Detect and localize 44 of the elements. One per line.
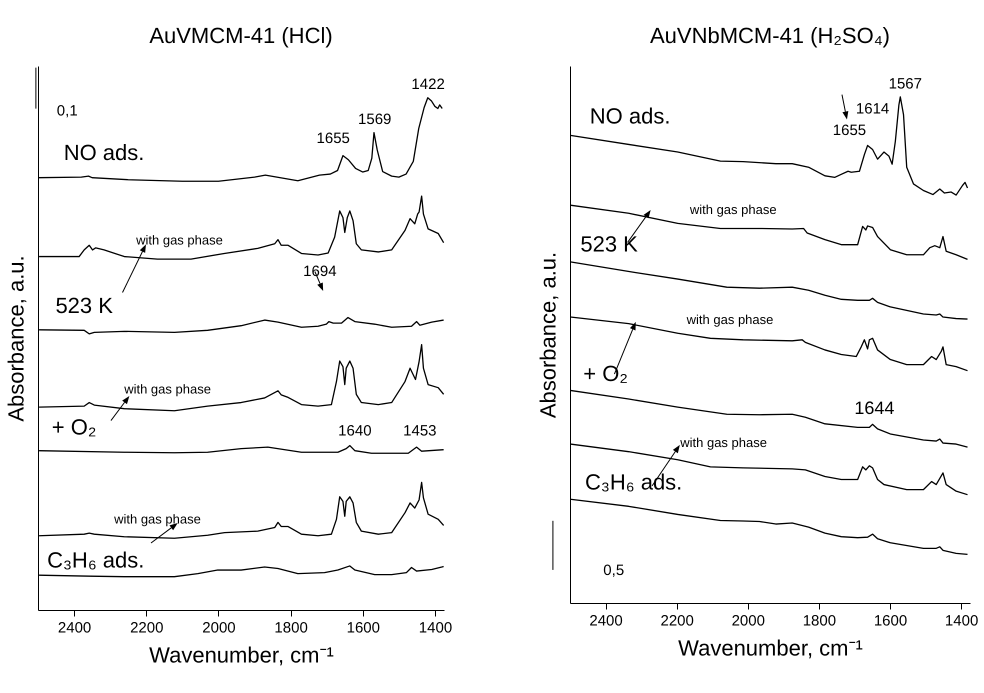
- annotation: with gas phase: [113, 511, 201, 526]
- x-tick-label: 2400: [589, 612, 623, 630]
- x-tick-label: 1600: [874, 612, 908, 630]
- annotation: 1644: [854, 398, 894, 418]
- annotation: NO ads.: [64, 140, 144, 166]
- x-tick-label: 1400: [418, 620, 452, 636]
- chart-title: AuVMCM-41 (HCl): [149, 23, 333, 48]
- x-tick-label: 2400: [58, 620, 92, 636]
- chart-title: AuVNbMCM-41 (H₂SO₄): [650, 23, 890, 48]
- annotation: C₃H₆ ads.: [584, 470, 682, 495]
- x-tick-label: 1400: [944, 612, 978, 630]
- x-axis-title: Wavenumber, cm⁻¹: [149, 642, 334, 668]
- annotation: 1569: [358, 110, 392, 128]
- x-tick-label: 2200: [660, 612, 694, 630]
- text: 1422: [411, 76, 445, 93]
- annotation: with gas phase: [135, 232, 223, 248]
- x-axis-title: Wavenumber, cm⁻¹: [678, 636, 863, 660]
- annotation: 1655: [316, 130, 350, 148]
- y-axis-title: Absorbance, a.u.: [4, 255, 28, 422]
- x-tick-label: 2000: [732, 612, 765, 630]
- x-tick-label: 2200: [130, 620, 164, 636]
- x-tick-label: 2000: [202, 620, 236, 636]
- annotation: 0,5: [603, 562, 624, 580]
- x-tick-label: 1600: [346, 620, 380, 636]
- annotation: + O₂: [583, 361, 628, 386]
- annotation: 1453: [403, 422, 437, 440]
- annotation: 523 K: [55, 293, 114, 318]
- annotation: NO ads.: [590, 104, 670, 129]
- annotation: with gas phase: [686, 312, 774, 328]
- text: 1567: [888, 76, 922, 93]
- annotation: with gas phase: [679, 435, 767, 450]
- annotation: C₃H₆ ads.: [47, 547, 144, 572]
- annotation: 1614: [856, 100, 890, 118]
- x-tick-label: 1800: [274, 620, 308, 636]
- annotation: 1655: [832, 122, 866, 139]
- annotation: 523 K: [580, 232, 638, 257]
- annotation: 1640: [338, 422, 372, 440]
- annotation: + O₂: [52, 414, 96, 440]
- annotation: with gas phase: [123, 382, 211, 397]
- annotation: 1694: [303, 262, 337, 280]
- y-axis-title: Absorbance, a.u.: [536, 252, 560, 418]
- annotation: 0,1: [56, 102, 78, 120]
- x-tick-label: 1800: [802, 612, 836, 630]
- annotation: with gas phase: [688, 202, 777, 218]
